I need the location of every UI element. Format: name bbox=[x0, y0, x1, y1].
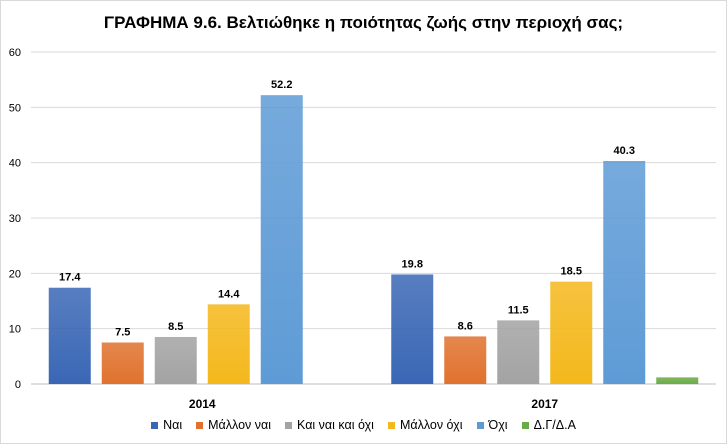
legend-swatch bbox=[151, 421, 159, 429]
legend-label: Όχι bbox=[488, 418, 508, 432]
legend-item: Μάλλον όχι bbox=[387, 418, 463, 432]
legend-label: Και ναι και όχι bbox=[297, 418, 374, 432]
bar bbox=[48, 287, 91, 384]
bar bbox=[207, 304, 250, 384]
data-label: 19.8 bbox=[402, 258, 423, 270]
legend-label: Ναι bbox=[163, 418, 183, 432]
legend-label: Δ.Γ/Δ.Α bbox=[533, 418, 576, 432]
bar bbox=[154, 336, 197, 384]
bar bbox=[391, 274, 434, 384]
data-label: 14.4 bbox=[218, 288, 240, 300]
legend-swatch bbox=[285, 421, 293, 429]
legend-item: Ναι bbox=[151, 418, 182, 432]
y-tick-label: 20 bbox=[9, 268, 21, 280]
chart-title: ΓΡΑΦΗΜΑ 9.6. Βελτιώθηκε η ποιότητας ζωής… bbox=[103, 13, 624, 32]
legend-swatch bbox=[476, 421, 484, 429]
data-label: 8.6 bbox=[458, 320, 473, 332]
legend-swatch bbox=[521, 421, 529, 429]
y-tick-label: 0 bbox=[15, 379, 21, 391]
data-label: 8.5 bbox=[168, 321, 183, 333]
x-category-label: 2014 bbox=[189, 397, 216, 411]
data-label: 40.3 bbox=[614, 145, 635, 157]
legend-label: Μάλλον ναι bbox=[208, 418, 272, 432]
data-label: 52.2 bbox=[271, 79, 292, 91]
bar bbox=[260, 95, 303, 384]
bar bbox=[101, 342, 144, 384]
legend-item: Δ.Γ/Δ.Α bbox=[521, 418, 576, 432]
data-label: 18.5 bbox=[561, 266, 582, 278]
legend-item: Και ναι και όχι bbox=[285, 418, 374, 432]
y-tick-label: 30 bbox=[9, 213, 21, 225]
y-tick-label: 60 bbox=[9, 47, 21, 59]
legend-item: Μάλλον ναι bbox=[196, 418, 271, 432]
data-label: 17.4 bbox=[59, 272, 81, 284]
legend-swatch bbox=[387, 421, 395, 429]
y-tick-label: 50 bbox=[9, 102, 21, 114]
y-tick-label: 10 bbox=[9, 324, 21, 336]
bar bbox=[497, 320, 540, 384]
data-label: 11.5 bbox=[508, 304, 529, 316]
y-tick-label: 40 bbox=[9, 158, 21, 170]
legend-swatch bbox=[196, 421, 204, 429]
chart-legend: Ναι Μάλλον ναι Και ναι και όχι Μάλλον όχι Όχ… bbox=[1, 418, 726, 432]
data-label: 7.5 bbox=[115, 327, 130, 339]
legend-item: Όχι bbox=[476, 418, 508, 432]
legend-label: Μάλλον όχι bbox=[399, 418, 463, 432]
bar bbox=[444, 336, 487, 384]
bar bbox=[550, 281, 593, 384]
bar bbox=[603, 161, 646, 384]
bar bbox=[656, 377, 699, 384]
x-category-label: 2017 bbox=[531, 397, 558, 411]
